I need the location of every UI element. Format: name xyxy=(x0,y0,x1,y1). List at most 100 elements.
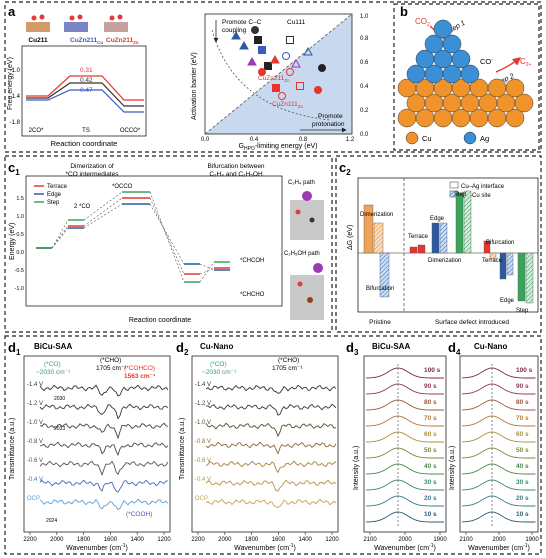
barrier-value: 0.42 xyxy=(80,77,93,84)
spectrum-trace xyxy=(366,399,444,411)
bar xyxy=(489,252,497,260)
time-label: 30 s xyxy=(424,479,437,486)
y-axis-label: Transmittance (a.u.) xyxy=(9,418,16,480)
potential-label: -0.8 V xyxy=(195,439,211,445)
potential-label: -1.4 V xyxy=(195,382,211,388)
energy-profile-zn xyxy=(26,75,144,101)
legend-label: Cu xyxy=(422,134,432,143)
x-ticks: 2200 2000 1800 1600 1400 1200 xyxy=(23,532,171,543)
x-ticks: 2100 2000 1900 xyxy=(459,532,539,543)
time-label: 10 s xyxy=(516,511,529,518)
annotation: (*COOH) xyxy=(126,511,152,518)
scatter-marker xyxy=(239,40,249,50)
panel-title: BiCu-SAA xyxy=(372,342,410,351)
spectrum-trace xyxy=(205,384,337,394)
energy-profile-cu211 xyxy=(26,82,144,107)
connector xyxy=(51,227,69,249)
axes-frame xyxy=(459,355,539,533)
y-tick-label: 1.0 xyxy=(16,214,24,220)
spectrum-trace xyxy=(366,415,444,427)
x-tick-label: 2CO* xyxy=(29,128,44,134)
potential-label: OCP xyxy=(195,496,208,502)
scatter-marker xyxy=(282,52,290,60)
panel-a-border xyxy=(4,1,542,153)
bar xyxy=(455,192,464,254)
annotation: coupling xyxy=(222,27,247,34)
spectrum-trace xyxy=(39,422,169,440)
ag-atom xyxy=(460,64,480,84)
scatter-marker xyxy=(272,84,280,92)
path-label: C₂H₄ path xyxy=(288,180,315,186)
bar xyxy=(379,252,390,298)
annotation: (*CHO) xyxy=(278,357,299,364)
time-label: 10 s xyxy=(424,511,437,518)
panel-d: d1 BiCu-SAA Transmittance (a.u.) Wavenum… xyxy=(8,340,539,552)
scatter-marker xyxy=(278,92,286,100)
scatter-marker xyxy=(291,58,301,68)
panel-label-d1: d1 xyxy=(8,340,21,357)
y-tick-label: -1.4 xyxy=(10,94,21,100)
axes-frame xyxy=(191,355,339,533)
spectrum-trace xyxy=(39,403,169,420)
x-tick-label: 0.4 xyxy=(250,137,259,143)
potential-label: -0.6 V xyxy=(27,458,43,464)
panel-label-c2: c2 xyxy=(339,160,351,177)
scatter-marker xyxy=(286,36,294,44)
x-tick-label: 1200 xyxy=(157,537,171,543)
legend-label: Cu–Cu site xyxy=(461,193,491,199)
panel-label-c1: c1 xyxy=(8,160,20,177)
bar-label: Dimerization xyxy=(360,212,393,218)
time-label: 60 s xyxy=(516,431,529,438)
x-tick-label: 0.0 xyxy=(201,137,210,143)
spectrum-trace xyxy=(366,367,444,379)
axes-frame xyxy=(363,355,447,533)
panel-title: Cu-Nano xyxy=(200,342,233,351)
bar xyxy=(363,204,374,254)
y-axis-label: Free energy (eV) xyxy=(7,57,14,110)
connector xyxy=(149,197,185,275)
ag-atom xyxy=(442,34,462,54)
potential-label: OCP xyxy=(27,496,40,502)
potential-label: -1.2 V xyxy=(195,401,211,407)
time-label: 100 s xyxy=(424,367,441,374)
bar-label: Bifurcation xyxy=(366,286,394,292)
axes-frame xyxy=(25,175,283,307)
point-label: CuZn111Zn xyxy=(272,101,304,109)
x-tick-label: 1400 xyxy=(299,537,313,543)
scatter-marker xyxy=(251,26,259,34)
spectrum-trace xyxy=(461,495,536,507)
legend-label: Terrace xyxy=(47,184,68,190)
panel-label-a: a xyxy=(8,4,16,19)
spectrum-trace xyxy=(461,399,536,411)
x-tick-label: 1200 xyxy=(325,537,339,543)
section-title: Dimerization of xyxy=(70,163,114,170)
x-ticks: 2100 2000 1900 xyxy=(363,532,447,543)
scatter-marker xyxy=(258,46,266,54)
trend-curve xyxy=(211,29,331,121)
potential-label: -1.0 V xyxy=(195,420,211,426)
time-label: 90 s xyxy=(516,383,529,390)
y-tick-label: 0.0 xyxy=(360,132,369,138)
x-tick-label: TS xyxy=(82,128,90,134)
section-title: *CO intermediates xyxy=(65,171,119,178)
energy-pathways xyxy=(36,191,230,283)
bar xyxy=(463,190,472,254)
x-group-label: Pristine xyxy=(369,319,391,326)
scatter-points xyxy=(231,26,326,100)
panel-c2-border xyxy=(335,155,542,333)
time-label: 40 s xyxy=(516,463,529,470)
scatter-marker xyxy=(318,64,326,72)
panel-c2: c2 ΔG (eV) Cu–Ag interface Cu–Cu site Di… xyxy=(339,160,539,326)
bar-label: Step xyxy=(454,192,467,198)
path-label: C₂H₅OH path xyxy=(284,251,320,257)
ag-atom xyxy=(433,19,453,39)
spectrum-trace xyxy=(205,460,337,474)
time-label: 70 s xyxy=(516,415,529,422)
spectrum-trace xyxy=(461,447,536,459)
species-label: *CHCHO xyxy=(240,292,265,298)
scatter-marker xyxy=(264,62,272,70)
spectra: -1.4 V -1.2 V -1.0 V -0.8 V -0.6 V -0.4 V OCP xyxy=(27,382,169,511)
y-tick-label: 0.2 xyxy=(360,108,369,114)
x-tick-label: 2200 xyxy=(191,537,205,543)
co2-label: CO2 xyxy=(415,17,430,28)
